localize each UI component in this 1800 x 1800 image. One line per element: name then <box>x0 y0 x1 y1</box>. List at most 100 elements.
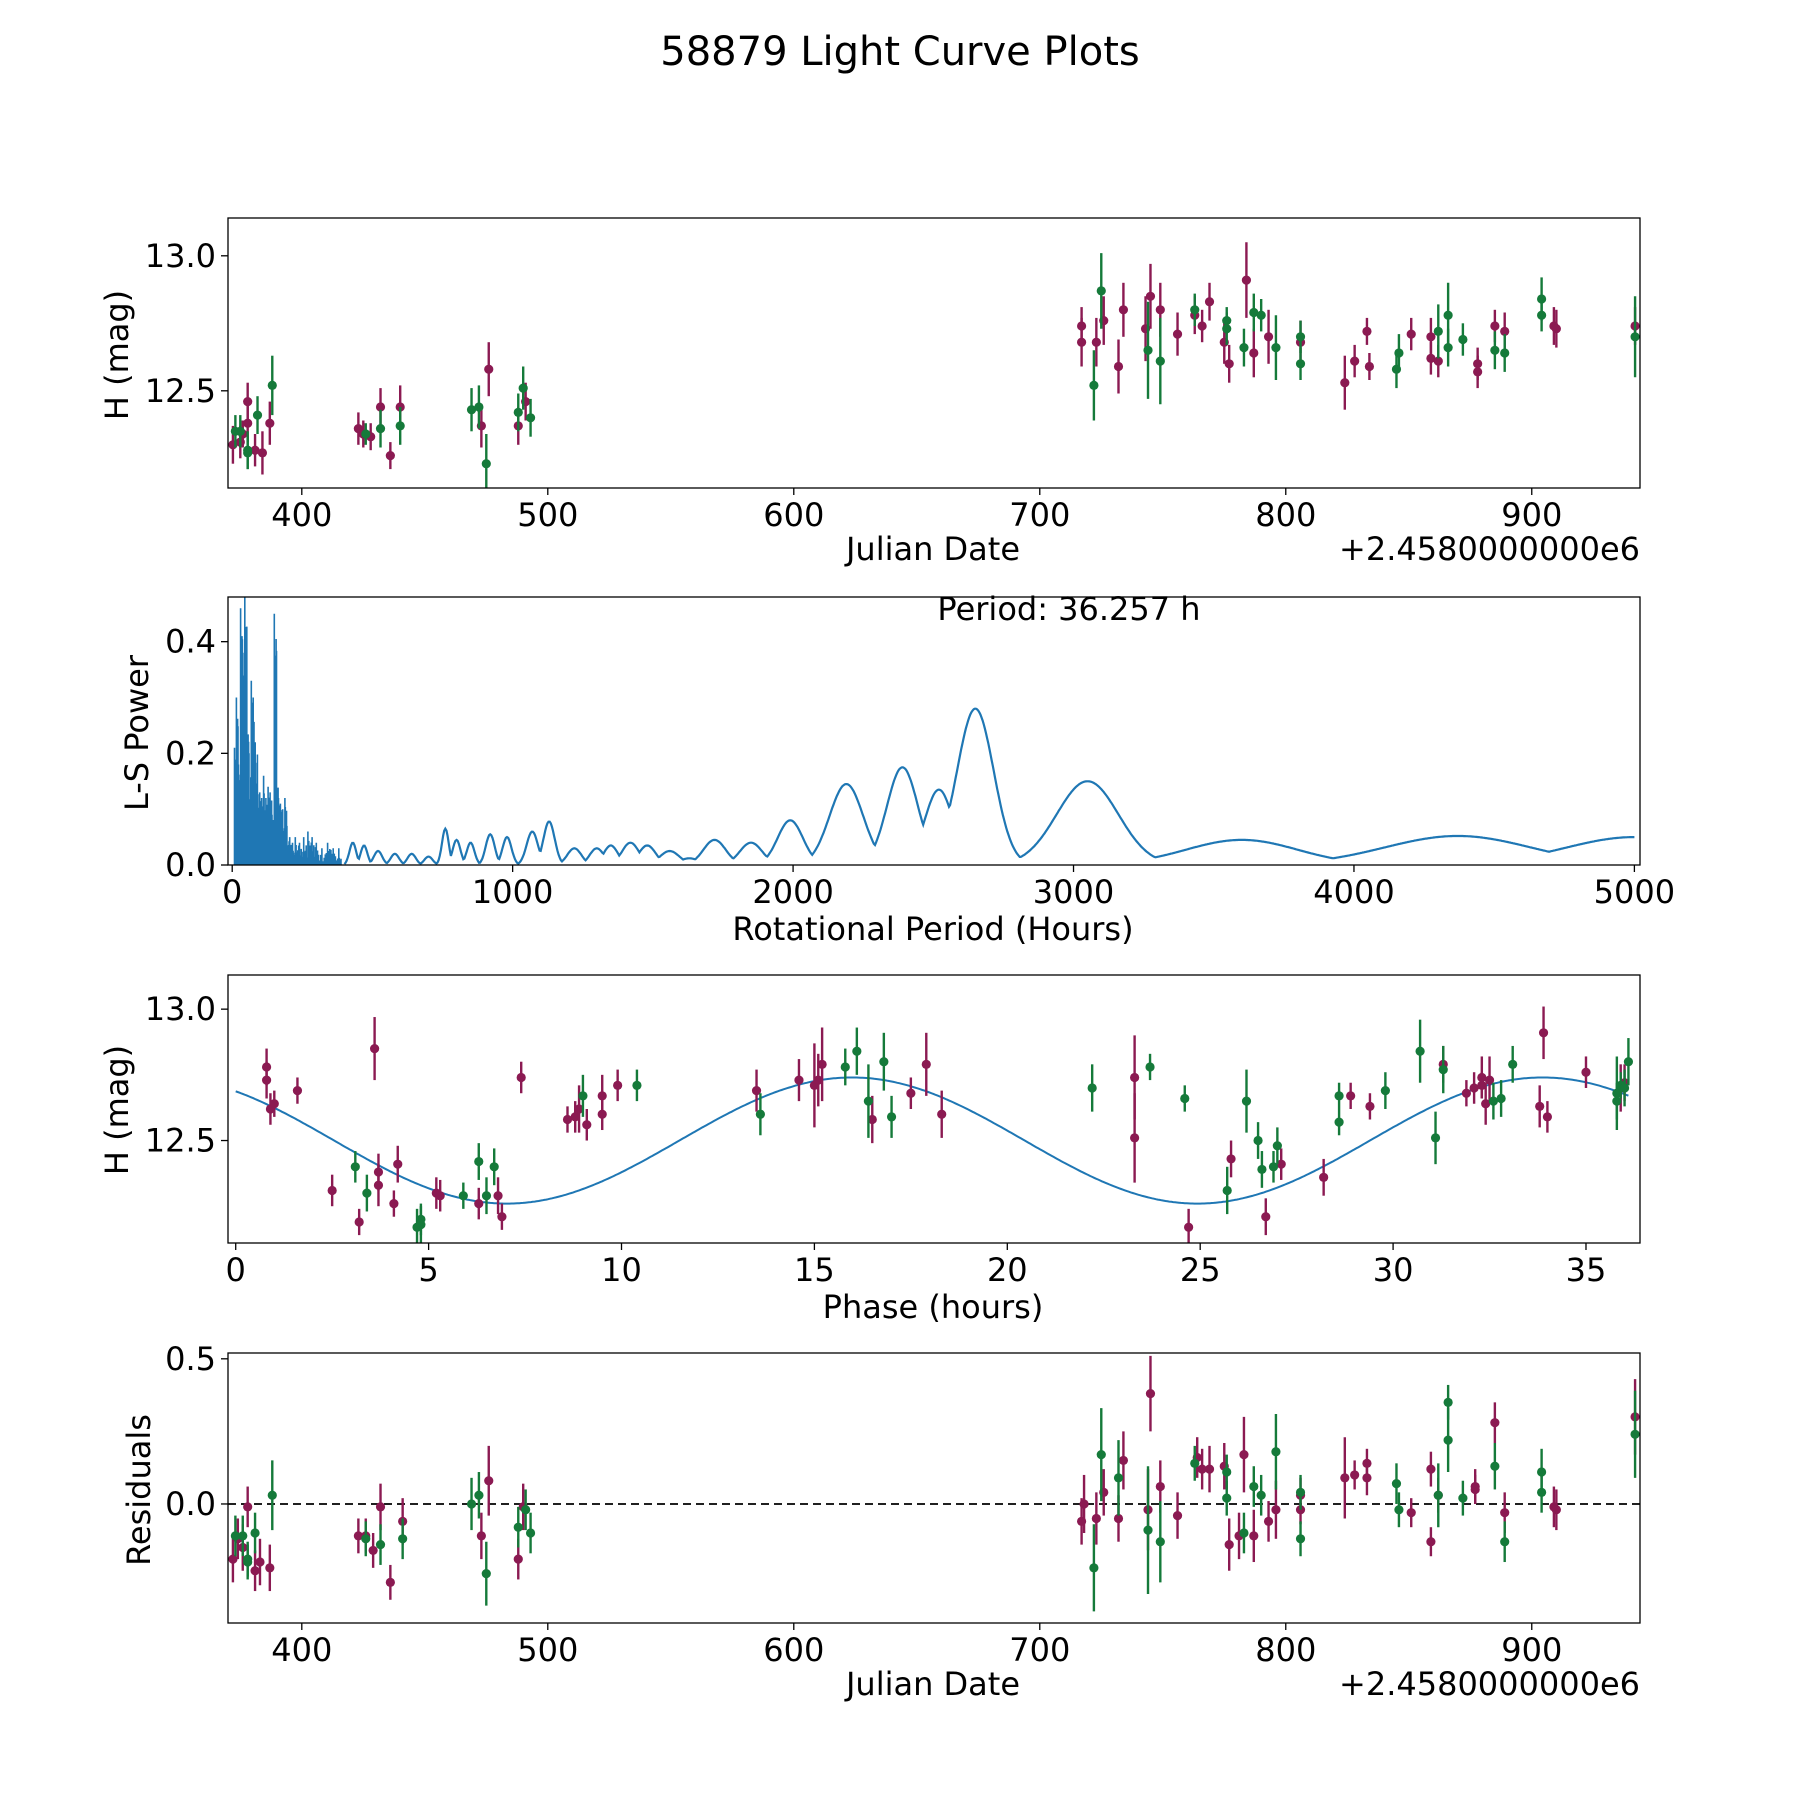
lightcurve-data-point <box>375 424 386 434</box>
residuals-data-point <box>1630 1429 1640 1439</box>
lightcurve-ylabel: H (mag) <box>98 290 136 420</box>
phase-data-point <box>794 1075 804 1085</box>
residuals-data-point <box>1096 1450 1106 1460</box>
lightcurve-data-point <box>265 418 275 428</box>
phase-data-point <box>1241 1096 1252 1106</box>
residuals-data-point <box>1433 1490 1443 1500</box>
phase-data-point <box>292 1086 303 1096</box>
residuals-data-point <box>243 1502 253 1512</box>
lightcurve-data-point <box>1443 343 1453 353</box>
phase-data-point <box>1535 1101 1545 1111</box>
phase-data-point <box>1226 1154 1236 1164</box>
residuals-data-point <box>1204 1464 1215 1474</box>
residuals-data-point <box>1224 1540 1234 1550</box>
lightcurve-data-point <box>1364 361 1375 372</box>
residuals-data-point <box>1340 1473 1350 1483</box>
periodogram-spikes <box>233 597 342 865</box>
phase-data-point <box>867 1114 877 1125</box>
lightcurve-data-point <box>1113 361 1124 372</box>
residuals-data-point <box>476 1531 486 1541</box>
lightcurve-data-point <box>1490 345 1500 355</box>
periodogram-ytick-label: 0.0 <box>165 846 216 884</box>
residuals-xtick-label: 500 <box>517 1631 578 1669</box>
residuals-data-point <box>1113 1473 1124 1483</box>
phase-data-point <box>1253 1135 1263 1146</box>
residuals-data-point <box>1190 1458 1200 1468</box>
lightcurve-xtick-label: 900 <box>1501 496 1562 534</box>
phase-data-point <box>570 1112 580 1122</box>
lightcurve-xtick-label: 500 <box>517 496 578 534</box>
lightcurve-data-point <box>1249 348 1259 358</box>
phase-data-point <box>613 1080 623 1090</box>
phase-data-point <box>435 1191 445 1201</box>
residuals-data-point <box>375 1502 386 1512</box>
residuals-data-point <box>1350 1470 1360 1480</box>
lightcurve-data-point <box>395 421 405 431</box>
phase-data-point <box>1319 1172 1329 1182</box>
lightcurve-xtick-label: 800 <box>1255 496 1316 534</box>
phase-data-point <box>1257 1164 1267 1175</box>
phase-data-point <box>373 1180 384 1190</box>
lightcurve-data-point <box>1241 275 1252 285</box>
periodogram-ytick-label: 0.2 <box>165 734 216 772</box>
phase-data-point <box>1087 1083 1097 1093</box>
phase-data-point <box>1130 1133 1140 1143</box>
residuals-x-offset: +2.4580000000e6 <box>1339 1665 1640 1703</box>
residuals-data-point <box>375 1540 386 1550</box>
lightcurve-data-point <box>1630 332 1640 342</box>
residuals-data-point <box>1458 1493 1468 1503</box>
lightcurve-points <box>228 242 1640 488</box>
residuals-data-point <box>513 1554 523 1564</box>
phase-data-point <box>886 1112 897 1122</box>
phase-data-point <box>906 1088 916 1098</box>
phase-data-point <box>350 1162 360 1172</box>
residuals-xtick-label: 700 <box>1009 1631 1070 1669</box>
lightcurve-data-point <box>1340 378 1350 388</box>
lightcurve-xtick-label: 600 <box>763 496 824 534</box>
phase-data-point <box>852 1046 862 1056</box>
lightcurve-data-point <box>1145 291 1156 301</box>
lightcurve-panel: 400 500 600 700 800 900 12.5 13.0 <box>145 217 1641 534</box>
residuals-ytick-label: 0.0 <box>165 1485 216 1523</box>
residuals-data-point <box>1239 1528 1249 1538</box>
lightcurve-data-point <box>1394 348 1404 358</box>
lightcurve-xtick-label: 400 <box>271 496 332 534</box>
lightcurve-data-point <box>1433 356 1443 366</box>
phase-data-point <box>1581 1067 1591 1077</box>
lightcurve-data-point <box>1537 310 1547 320</box>
residuals-xtick-label: 900 <box>1501 1631 1562 1669</box>
residuals-data-point <box>243 1557 253 1567</box>
residuals-data-point <box>1500 1508 1510 1518</box>
phase-data-point <box>362 1188 372 1198</box>
lightcurve-data-point <box>1249 307 1259 318</box>
residuals-data-point <box>1113 1513 1124 1524</box>
residuals-data-point <box>1118 1455 1129 1466</box>
lightcurve-data-point <box>1155 356 1165 366</box>
phase-data-point <box>1415 1046 1425 1056</box>
phase-data-point <box>1222 1185 1232 1196</box>
phase-xlabel: Phase (hours) <box>823 1288 1044 1326</box>
lightcurve-data-point <box>1500 326 1510 336</box>
phase-data-point <box>1496 1093 1506 1104</box>
phase-xtick-label: 20 <box>987 1251 1028 1289</box>
residuals-data-point <box>1271 1447 1281 1457</box>
phase-data-point <box>937 1109 947 1119</box>
periodogram-ytick-label: 0.4 <box>165 623 216 661</box>
residuals-data-point <box>1426 1537 1436 1547</box>
phase-xtick-label: 25 <box>1180 1251 1221 1289</box>
lightcurve-data-point <box>1458 334 1468 345</box>
residuals-data-point <box>361 1534 371 1544</box>
phase-data-point <box>493 1191 503 1201</box>
residuals-data-point <box>1551 1505 1561 1515</box>
phase-data-point <box>1130 1072 1140 1083</box>
lightcurve-data-point <box>1426 353 1436 363</box>
phase-data-point <box>516 1072 526 1083</box>
phase-data-point <box>474 1156 484 1167</box>
phase-xtick-label: 15 <box>794 1251 835 1289</box>
lightcurve-data-point <box>1089 380 1099 390</box>
residuals-data-point <box>481 1569 491 1579</box>
phase-data-point <box>817 1059 827 1069</box>
lightcurve-data-point <box>518 383 528 393</box>
phase-data-point <box>393 1159 403 1169</box>
lightcurve-data-point <box>1222 324 1232 334</box>
